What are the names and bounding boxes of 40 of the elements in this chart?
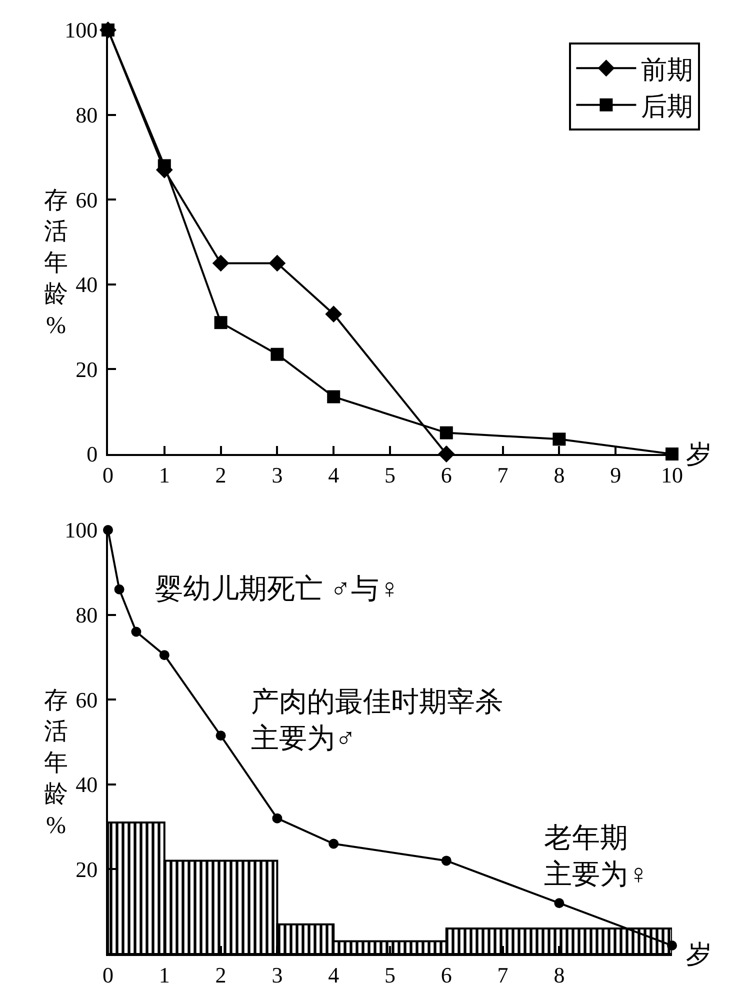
x-tick-label: 8 — [554, 962, 565, 988]
x-tick-label: 1 — [158, 962, 170, 988]
legend-label: 前期 — [641, 55, 694, 84]
x-tick-label: 2 — [215, 962, 226, 988]
y-axis-title: 存活年龄% — [44, 688, 68, 839]
x-tick-label: 8 — [554, 462, 565, 488]
x-tick-label: 0 — [102, 962, 114, 988]
legend-label: 后期 — [641, 92, 694, 122]
y-tick-label: 60 — [76, 687, 98, 712]
x-tick-label: 4 — [328, 962, 340, 988]
x-tick-label: 2 — [215, 462, 226, 488]
y-tick-label: 0 — [86, 442, 98, 467]
y-tick-label: 40 — [76, 272, 98, 298]
annotation: 老年期主要为♀ — [544, 823, 649, 890]
x-tick-label: 9 — [610, 462, 622, 488]
y-tick-label: 80 — [76, 102, 98, 128]
x-tick-label: 1 — [158, 462, 170, 488]
y-tick-label: 100 — [64, 518, 98, 543]
y-tick-label: 20 — [76, 356, 98, 382]
x-tick-label: 7 — [497, 962, 508, 988]
y-axis-title: 存活年龄% — [44, 188, 68, 339]
x-tick-label: 3 — [272, 462, 283, 488]
x-tick-label: 6 — [440, 962, 452, 988]
y-tick-label: 40 — [76, 772, 98, 798]
y-tick-label: 100 — [64, 18, 98, 43]
x-tick-label: 3 — [272, 962, 283, 988]
x-tick-label: 5 — [384, 462, 396, 488]
x-axis-title: 岁 — [686, 440, 712, 469]
annotation: 产肉的最佳时期宰杀主要为♂ — [251, 687, 503, 754]
y-tick-label: 80 — [76, 602, 98, 628]
x-axis-title: 岁 — [686, 940, 712, 969]
y-tick-label: 60 — [76, 187, 98, 212]
x-tick-label: 7 — [497, 462, 508, 488]
x-tick-label: 4 — [328, 462, 340, 488]
x-tick-label: 6 — [440, 462, 452, 488]
x-tick-label: 0 — [102, 462, 114, 488]
annotation: 婴幼儿期死亡 ♂与♀ — [155, 574, 400, 605]
x-tick-label: 10 — [661, 462, 683, 488]
y-tick-label: 20 — [76, 856, 98, 882]
x-tick-label: 5 — [384, 962, 396, 988]
